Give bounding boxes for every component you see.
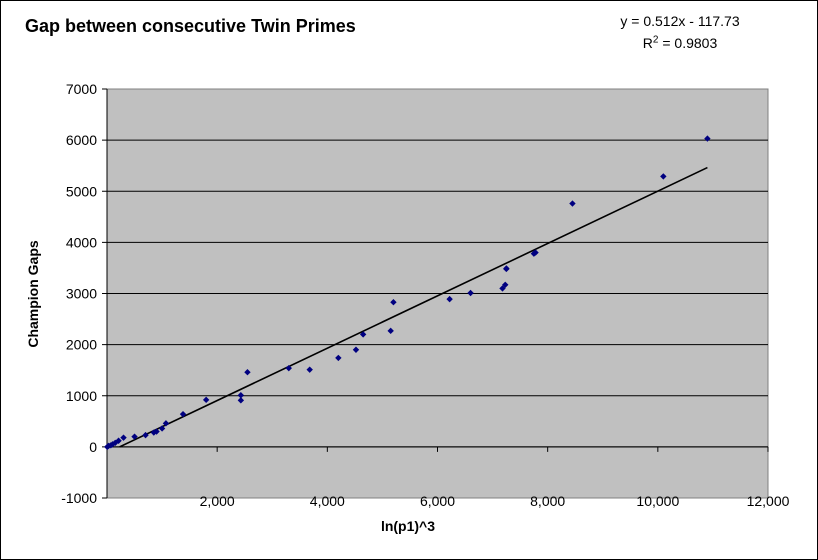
x-tick-label: 6,000 xyxy=(420,493,455,509)
y-tick-label: 3000 xyxy=(66,286,97,302)
y-tick-label: 1000 xyxy=(66,388,97,404)
data-point xyxy=(142,431,149,439)
r-squared-label: R xyxy=(642,35,653,51)
data-point xyxy=(467,289,474,297)
data-point xyxy=(390,298,397,306)
y-tick-label: 4000 xyxy=(66,234,97,250)
x-tick-label: 12,000 xyxy=(747,493,790,509)
data-point xyxy=(387,327,394,335)
data-point xyxy=(352,346,360,353)
x-tick-label: 8,000 xyxy=(530,493,565,509)
data-point xyxy=(237,392,245,399)
chart-title: Gap between consecutive Twin Primes xyxy=(25,16,356,36)
data-point xyxy=(359,331,367,338)
y-tick-label: 7000 xyxy=(66,81,97,97)
data-point xyxy=(158,425,166,432)
trendline-r-squared: R2 = 0.9803 xyxy=(600,32,760,54)
data-point xyxy=(532,249,539,256)
x-axis-title: ln(p1)^3 xyxy=(381,518,435,534)
data-point xyxy=(115,437,122,444)
data-point xyxy=(285,364,292,372)
y-tick-label: 2000 xyxy=(66,337,97,353)
data-point xyxy=(502,281,509,289)
x-tick-label: 10,000 xyxy=(636,493,679,509)
data-point xyxy=(704,135,711,142)
y-tick-label: -1000 xyxy=(61,490,97,506)
trendline-equation: y = 0.512x - 117.73 R2 = 0.9803 xyxy=(600,10,760,54)
r-squared-value: = 0.9803 xyxy=(658,35,718,51)
data-point xyxy=(112,439,119,446)
trendline-equation-text: y = 0.512x - 117.73 xyxy=(620,13,740,29)
data-point xyxy=(306,366,313,373)
data-point xyxy=(150,429,158,436)
data-point xyxy=(120,434,127,441)
data-point xyxy=(179,410,187,418)
r-squared-superscript: 2 xyxy=(652,34,659,46)
data-point xyxy=(503,265,510,272)
data-point xyxy=(446,295,453,303)
data-point xyxy=(569,200,576,207)
data-point xyxy=(162,420,170,427)
data-point xyxy=(244,369,251,376)
y-tick-label: 6000 xyxy=(66,132,97,148)
data-point xyxy=(237,397,245,404)
data-point xyxy=(335,354,342,362)
data-point xyxy=(131,433,138,440)
y-axis-title: Champion Gaps xyxy=(25,240,41,348)
x-tick-label: 4,000 xyxy=(310,493,345,509)
data-point xyxy=(202,396,210,404)
y-tick-label: 0 xyxy=(89,439,97,455)
x-tick-label: 2,000 xyxy=(200,493,235,509)
data-point xyxy=(153,428,160,435)
data-point xyxy=(660,173,667,180)
y-tick-label: 5000 xyxy=(66,183,97,199)
trendline xyxy=(119,166,708,448)
data-point xyxy=(109,441,116,448)
